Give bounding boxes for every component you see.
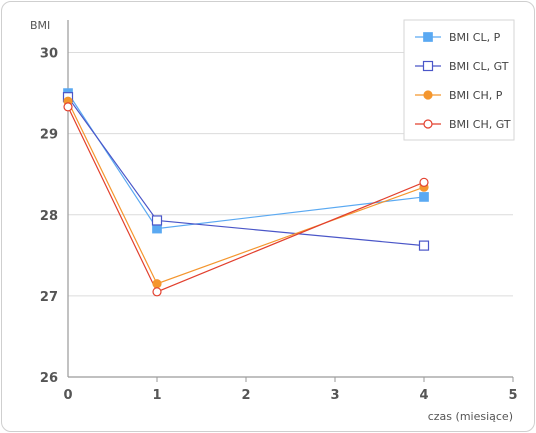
series-line-0 [67,92,425,230]
data-point-s1-1 [151,215,163,226]
y-axis-label: BMI [30,19,50,32]
legend-label-0: BMI CL, P [449,31,501,44]
x-tick-label-3: 3 [330,388,339,403]
data-point-s3-0 [63,102,73,112]
legend-label-1: BMI CL, GT [449,60,509,73]
legend-marker-1 [422,60,434,72]
y-tick-label-3: 29 [40,128,58,143]
tick-labels: 26 27 28 29 30 0 1 2 3 4 5 [40,47,518,403]
x-tick-label-5: 5 [508,388,517,403]
series-line-1 [67,96,425,247]
x-tick-label-2: 2 [241,388,250,403]
legend-box [403,19,515,141]
legend: BMI CL, P BMI CL, GT BMI CH, P BMI CH, GT [403,19,515,141]
series-line-3 [67,106,425,293]
x-tick-label-1: 1 [152,388,161,403]
x-tick-label-4: 4 [419,388,428,403]
data-point-s1-2 [418,240,430,251]
data-point-s3-2 [419,177,429,187]
legend-label-2: BMI CH, P [449,89,503,102]
legend-marker-0 [423,32,433,42]
data-point-s0-2 [419,192,429,202]
y-tick-label-2: 28 [40,209,58,224]
y-tick-label-1: 27 [40,290,58,305]
legend-marker-2 [423,90,433,100]
x-axis-label: czas (miesiące) [428,410,513,423]
x-tick-label-0: 0 [63,388,72,403]
legend-marker-3 [423,119,433,129]
axes [67,20,514,382]
grid-lines [68,52,513,297]
series-line-2 [67,100,425,285]
data-point-s0-1 [152,223,162,234]
data-point-s3-1 [152,287,162,297]
data-point-s2-1 [152,279,162,289]
y-tick-label-4: 30 [40,47,58,62]
y-tick-label-0: 26 [40,371,58,386]
series-group [62,88,430,297]
legend-label-3: BMI CH, GT [449,118,511,131]
